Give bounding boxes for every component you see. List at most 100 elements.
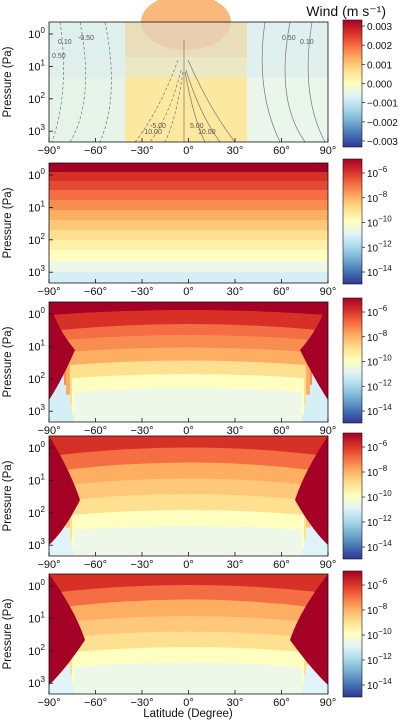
- panel-1-upper-shade: [49, 22, 328, 77]
- colorbar-tick-label: 10−14: [367, 264, 392, 279]
- y-tick-label: 100: [28, 167, 45, 182]
- x-tick-label: 60°: [273, 286, 290, 298]
- y-tick-label: 100: [28, 306, 45, 321]
- y-tick-label: 103: [28, 123, 45, 138]
- colorbar-tick-label: −0.001: [367, 99, 398, 110]
- svg-text:0.50: 0.50: [282, 35, 296, 42]
- svg-text:-5.00: -5.00: [150, 123, 166, 130]
- svg-text:10.00: 10.00: [198, 129, 216, 136]
- wind-title: Wind (m s⁻¹): [306, 3, 386, 19]
- svg-text:-0.50: -0.50: [78, 35, 94, 42]
- x-tick-label: 60°: [273, 145, 290, 157]
- colorbar-4: [342, 432, 363, 560]
- y-tick-label: 102: [28, 643, 45, 658]
- y-tick-label: 103: [28, 537, 45, 552]
- x-tick-label: 0°: [183, 145, 194, 157]
- panel-1-contours: [51, 21, 326, 143]
- svg-text:0.10: 0.10: [300, 39, 314, 46]
- y-tick-label: 101: [28, 58, 45, 73]
- colorbar-tick-label: 10−12: [367, 652, 392, 667]
- panel-1-left-band: [49, 22, 125, 142]
- y-tick-label: 100: [28, 578, 45, 593]
- colorbar-tick-label: 10−6: [367, 577, 388, 592]
- colorbar-tick-label: 10−8: [367, 602, 388, 617]
- x-tick-label: −60°: [84, 559, 107, 571]
- panel-2: [48, 158, 363, 285]
- x-tick-label: −30°: [130, 286, 153, 298]
- colorbar-2: [342, 158, 363, 285]
- x-tick-label: 0°: [183, 559, 194, 571]
- y-axis-label-4: Pressure (Pa): [2, 460, 14, 531]
- panel-1-top-core: [141, 0, 231, 50]
- colorbar-tick-label: 0.000: [367, 80, 392, 91]
- x-tick-label: −60°: [84, 697, 107, 709]
- x-axis-label: Latitude (Degree): [143, 708, 233, 720]
- colorbar-tick-label: 10−10: [367, 627, 392, 642]
- panel-1-right-band: [247, 22, 328, 142]
- svg-text:-10.00: -10.00: [142, 129, 162, 136]
- x-tick-label: −90°: [37, 425, 60, 437]
- x-tick-label: −30°: [130, 697, 153, 709]
- colorbar-tick-label: 10−6: [367, 304, 388, 319]
- colorbar-tick-label: 0.002: [367, 41, 392, 52]
- x-tick-label: −90°: [37, 286, 60, 298]
- colorbar-3: [342, 297, 363, 424]
- x-tick-label: 0°: [183, 425, 194, 437]
- x-tick-label: −90°: [37, 145, 60, 157]
- colorbar-tick-label: 10−14: [367, 403, 392, 418]
- y-axis-label-2: Pressure (Pa): [2, 187, 14, 258]
- colorbar-tick-label: −0.003: [367, 137, 398, 148]
- colorbar-tick-label: 10−6: [367, 165, 388, 180]
- colorbar-tick-label: 10−8: [367, 190, 388, 205]
- x-tick-label: 30°: [227, 286, 244, 298]
- colorbar-tick-label: 10−10: [367, 489, 392, 504]
- x-tick-label: 90°: [320, 559, 337, 571]
- y-tick-label: 103: [28, 403, 45, 418]
- tick-labels: 100 101 102 103 −90° −60° −30° 0° 30° 60° 90° 0.003…: [28, 22, 398, 709]
- y-tick-label: 102: [28, 505, 45, 520]
- y-axis-label-5: Pressure (Pa): [2, 598, 14, 669]
- panel-1-contour-labels: 0.50 0.10 -0.50 -5.00 -10.00 5.00 10.00 …: [52, 35, 314, 136]
- colorbar-tick-label: 10−10: [367, 215, 392, 230]
- y-tick-label: 100: [28, 26, 45, 41]
- x-tick-label: 30°: [227, 697, 244, 709]
- x-tick-label: 60°: [273, 559, 290, 571]
- y-axis-label-1: Pressure (Pa): [2, 46, 14, 117]
- svg-text:5.00: 5.00: [190, 123, 204, 130]
- panel-4: [48, 432, 363, 560]
- colorbar-tick-label: −0.002: [367, 118, 398, 129]
- colorbar-tick-label: 10−14: [367, 677, 392, 692]
- svg-text:0.50: 0.50: [52, 53, 66, 60]
- x-tick-label: 90°: [320, 145, 337, 157]
- panel-1: 0.50 0.10 -0.50 -5.00 -10.00 5.00 10.00 …: [48, 0, 363, 148]
- x-tick-label: 30°: [227, 559, 244, 571]
- x-tick-label: −90°: [37, 559, 60, 571]
- x-tick-label: 30°: [227, 425, 244, 437]
- y-axis-label-3: Pressure (Pa): [2, 326, 14, 397]
- colorbar-tick-label: 10−8: [367, 329, 388, 344]
- colorbar-tick-label: 10−8: [367, 464, 388, 479]
- panel-2-bands: [49, 163, 328, 283]
- colorbar-tick-label: 10−10: [367, 354, 392, 369]
- y-tick-label: 102: [28, 371, 45, 386]
- x-tick-label: −30°: [130, 559, 153, 571]
- svg-text:0.10: 0.10: [58, 39, 72, 46]
- y-tick-label: 101: [28, 338, 45, 353]
- x-tick-label: −30°: [130, 425, 153, 437]
- y-tick-label: 100: [28, 440, 45, 455]
- x-tick-label: −60°: [84, 425, 107, 437]
- x-tick-label: 60°: [273, 425, 290, 437]
- y-tick-label: 103: [28, 675, 45, 690]
- x-tick-label: 30°: [227, 145, 244, 157]
- colorbar-1: [342, 19, 363, 148]
- colorbar-tick-label: 0.001: [367, 60, 392, 71]
- y-tick-label: 101: [28, 610, 45, 625]
- x-tick-label: 90°: [320, 697, 337, 709]
- x-tick-label: 60°: [273, 697, 290, 709]
- y-tick-label: 103: [28, 264, 45, 279]
- x-tick-label: −30°: [130, 145, 153, 157]
- colorbar-tick-label: 0.003: [367, 22, 392, 33]
- y-tick-label: 102: [28, 232, 45, 247]
